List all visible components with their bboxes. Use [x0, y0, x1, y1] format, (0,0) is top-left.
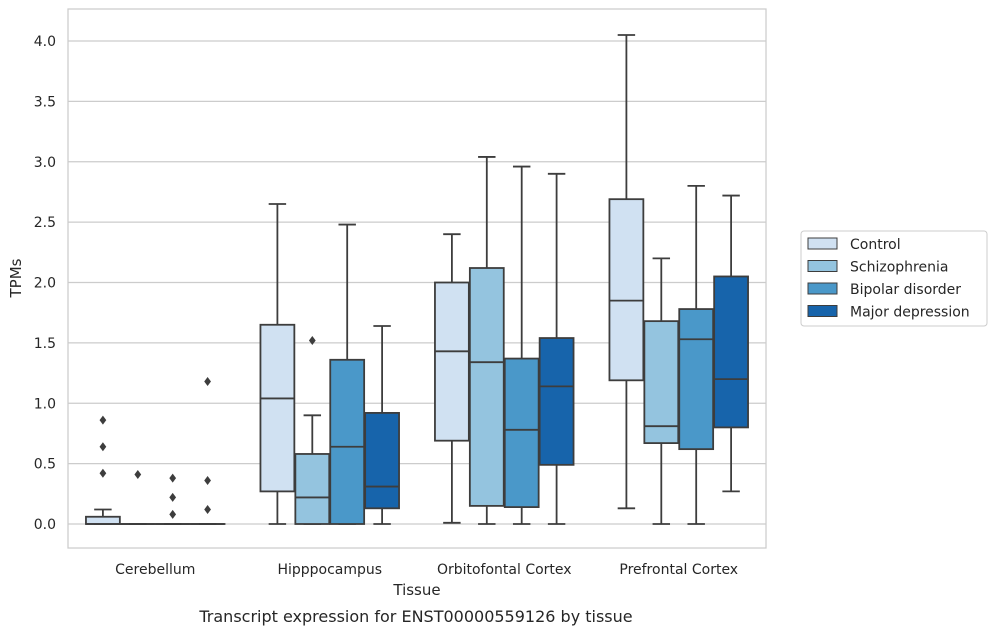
box-body — [329, 358, 366, 525]
box-series — [85, 34, 749, 525]
legend-swatch — [807, 282, 838, 295]
box-body — [643, 320, 680, 444]
y-tick-label: 3.5 — [34, 94, 56, 110]
box-major-depression — [538, 172, 575, 525]
x-axis-label: Tissue — [392, 581, 440, 599]
outlier-point — [204, 476, 211, 486]
box-major-depression — [364, 325, 400, 525]
box-schizophrenia — [119, 469, 156, 525]
outlier-point — [99, 442, 107, 452]
outlier-point — [134, 469, 142, 479]
box-bipolar-disorder — [678, 184, 715, 525]
legend: Control Schizophrenia Bipolar disorder Majo… — [800, 230, 988, 327]
outlier-point — [99, 415, 107, 425]
x-tick-label: Cerebellum — [115, 562, 195, 578]
box-schizophrenia — [468, 156, 505, 525]
box-body — [434, 281, 470, 442]
y-tick-labels: 0.0 0.5 1.0 1.5 2.0 2.5 3.0 3.5 4.0 — [34, 34, 56, 533]
box-body — [468, 267, 505, 507]
legend-swatch — [807, 237, 838, 250]
box-bipolar-disorder — [503, 165, 540, 525]
y-tick-label: 0.0 — [34, 517, 56, 533]
outlier-point — [169, 509, 177, 519]
outlier-point — [99, 468, 107, 478]
x-tick-label: Orbitofontal Cortex — [437, 562, 572, 578]
legend-frame — [800, 230, 988, 327]
box-body — [503, 357, 540, 508]
x-tick-label: Hipppocampus — [277, 562, 382, 578]
legend-entry: Major depression — [850, 305, 970, 321]
box-control — [259, 203, 296, 525]
outlier-point — [308, 335, 316, 345]
box-bipolar-disorder — [154, 473, 191, 525]
box-bipolar-disorder — [329, 223, 366, 525]
y-tick-label: 2.5 — [34, 215, 56, 231]
box-major-depression — [713, 194, 749, 493]
y-tick-label: 0.5 — [34, 457, 56, 473]
box-body — [85, 515, 121, 525]
box-control — [85, 415, 121, 525]
legend-swatch — [807, 260, 838, 272]
box-body — [364, 412, 400, 510]
y-tick-label: 1.0 — [34, 396, 56, 412]
legend-swatch — [807, 305, 838, 317]
box-body — [538, 337, 575, 466]
box-schizophrenia — [294, 335, 331, 525]
y-tick-label: 3.0 — [34, 155, 56, 171]
box-body — [608, 198, 645, 382]
outlier-point — [169, 492, 177, 502]
y-tick-label: 4.0 — [34, 34, 56, 50]
y-tick-label: 2.0 — [34, 276, 56, 292]
x-tick-label: Prefrontal Cortex — [619, 562, 738, 578]
outlier-point — [169, 473, 177, 483]
box-body — [259, 323, 296, 493]
plot-frame — [67, 8, 767, 549]
grid-lines — [68, 40, 766, 525]
box-control — [434, 233, 470, 524]
y-tick-label: 1.5 — [34, 336, 56, 352]
legend-entry: Control — [850, 237, 901, 253]
legend-entry: Bipolar disorder — [850, 282, 961, 298]
y-axis-label: TPMs — [7, 258, 25, 298]
legend-entry: Schizophrenia — [850, 260, 948, 276]
box-control — [608, 34, 645, 510]
box-major-depression — [189, 377, 226, 525]
chart-caption: Transcript expression for ENST0000055912… — [198, 607, 632, 626]
outlier-point — [204, 505, 211, 515]
outlier-point — [204, 377, 211, 387]
box-body — [294, 453, 331, 525]
box-schizophrenia — [643, 257, 680, 525]
box-body — [678, 308, 715, 451]
box-body — [713, 275, 749, 429]
x-tick-labels: Cerebellum Hipppocampus Orbitofontal Corte… — [115, 562, 738, 578]
